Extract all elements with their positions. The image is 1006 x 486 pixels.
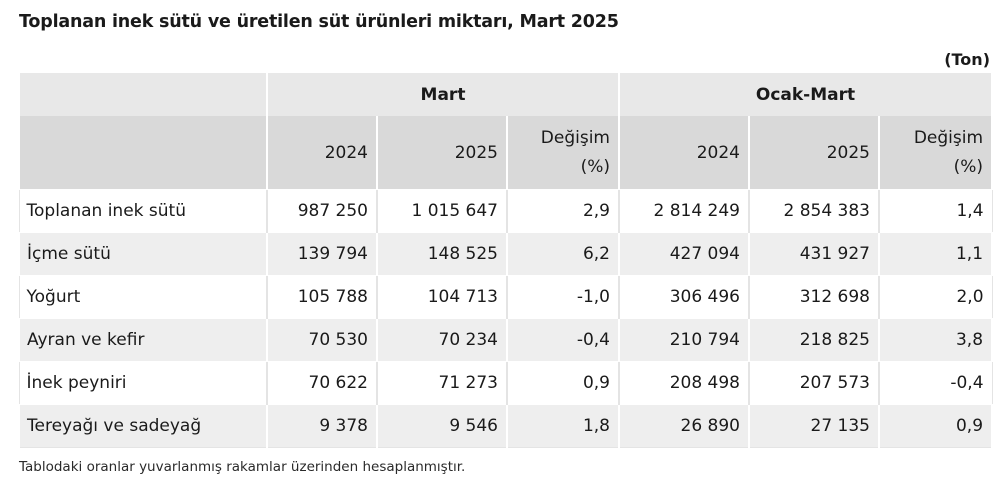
cell-ocak-mart-2024: 26 890 [618, 404, 750, 448]
cell-ocak-mart-2024: 306 496 [618, 275, 750, 319]
cell-mart-2024: 70 622 [266, 361, 378, 405]
corner-cell [18, 73, 268, 116]
data-table: Mart Ocak-Mart 2024 2025 Değişim (%) 2024… [18, 73, 994, 448]
cell-mart-change: -1,0 [506, 275, 620, 319]
percent-label: (%) [953, 156, 984, 177]
cell-ocak-mart-2025: 207 573 [748, 361, 880, 405]
cell-mart-2025: 9 546 [376, 404, 508, 448]
row-label: Toplanan inek sütü [18, 189, 268, 233]
col-header-mart-change: Değişim (%) [506, 116, 620, 190]
group-header-row: Mart Ocak-Mart [18, 73, 994, 116]
change-label: Değişim [913, 127, 984, 148]
col-header-mart-2025: 2025 [376, 116, 508, 190]
cell-ocak-mart-change: -0,4 [877, 361, 993, 405]
row-label: İçme sütü [18, 232, 268, 276]
table-row: Tereyağı ve sadeyağ 9 378 9 546 1,8 26 8… [18, 404, 994, 448]
change-label: Değişim [540, 127, 610, 148]
cell-ocak-mart-change: 3,8 [877, 318, 994, 362]
corner-cell [18, 116, 268, 190]
cell-mart-2025: 1 015 647 [376, 189, 508, 233]
group-header-ocak-mart: Ocak-Mart [617, 73, 994, 116]
percent-label: (%) [580, 156, 610, 177]
cell-mart-2024: 70 530 [266, 318, 378, 362]
cell-ocak-mart-2025: 218 825 [748, 318, 880, 362]
cell-ocak-mart-change: 2,0 [877, 275, 993, 319]
cell-mart-change: -0,4 [506, 318, 620, 362]
cell-mart-change: 1,8 [506, 404, 620, 448]
cell-ocak-mart-change: 1,4 [877, 189, 993, 233]
cell-ocak-mart-change: 1,1 [877, 232, 994, 276]
row-label: Tereyağı ve sadeyağ [18, 404, 268, 448]
col-header-mart-2024: 2024 [266, 116, 378, 190]
cell-mart-2025: 148 525 [376, 232, 508, 276]
table-row: Ayran ve kefir 70 530 70 234 -0,4 210 79… [18, 318, 994, 362]
cell-ocak-mart-2025: 2 854 383 [748, 189, 880, 233]
table-row: Yoğurt 105 788 104 713 -1,0 306 496 312 … [18, 275, 993, 319]
cell-ocak-mart-2024: 427 094 [618, 232, 750, 276]
cell-ocak-mart-2024: 208 498 [618, 361, 750, 405]
table-title: Toplanan inek sütü ve üretilen süt ürünl… [19, 12, 619, 32]
row-label: Yoğurt [18, 275, 268, 319]
row-label: İnek peyniri [18, 361, 268, 405]
cell-ocak-mart-2025: 431 927 [748, 232, 880, 276]
cell-mart-change: 2,9 [506, 189, 620, 233]
cell-mart-2024: 139 794 [266, 232, 378, 276]
cell-mart-change: 6,2 [506, 232, 620, 276]
cell-ocak-mart-change: 0,9 [877, 404, 994, 448]
table-row: Toplanan inek sütü 987 250 1 015 647 2,9… [18, 189, 993, 233]
table-row: İçme sütü 139 794 148 525 6,2 427 094 43… [18, 232, 994, 276]
group-header-mart: Mart [266, 73, 620, 116]
cell-mart-change: 0,9 [506, 361, 620, 405]
cell-mart-2024: 105 788 [266, 275, 378, 319]
cell-mart-2024: 9 378 [266, 404, 378, 448]
cell-mart-2025: 104 713 [376, 275, 508, 319]
cell-ocak-mart-2025: 312 698 [748, 275, 880, 319]
sub-header-row: 2024 2025 Değişim (%) 2024 2025 Değişim (%… [18, 116, 994, 190]
cell-ocak-mart-2024: 2 814 249 [618, 189, 750, 233]
col-header-ocak-mart-2025: 2025 [748, 116, 880, 190]
row-label: Ayran ve kefir [18, 318, 268, 362]
unit-label: (Ton) [944, 50, 990, 69]
cell-mart-2024: 987 250 [266, 189, 378, 233]
col-header-ocak-mart-change: Değişim (%) [877, 116, 994, 190]
cell-ocak-mart-2024: 210 794 [618, 318, 750, 362]
col-header-ocak-mart-2024: 2024 [618, 116, 750, 190]
cell-ocak-mart-2025: 27 135 [748, 404, 880, 448]
cell-mart-2025: 70 234 [376, 318, 508, 362]
footnote: Tablodaki oranlar yuvarlanmış rakamlar ü… [19, 459, 466, 475]
table-row: İnek peyniri 70 622 71 273 0,9 208 498 2… [18, 361, 993, 405]
cell-mart-2025: 71 273 [376, 361, 508, 405]
